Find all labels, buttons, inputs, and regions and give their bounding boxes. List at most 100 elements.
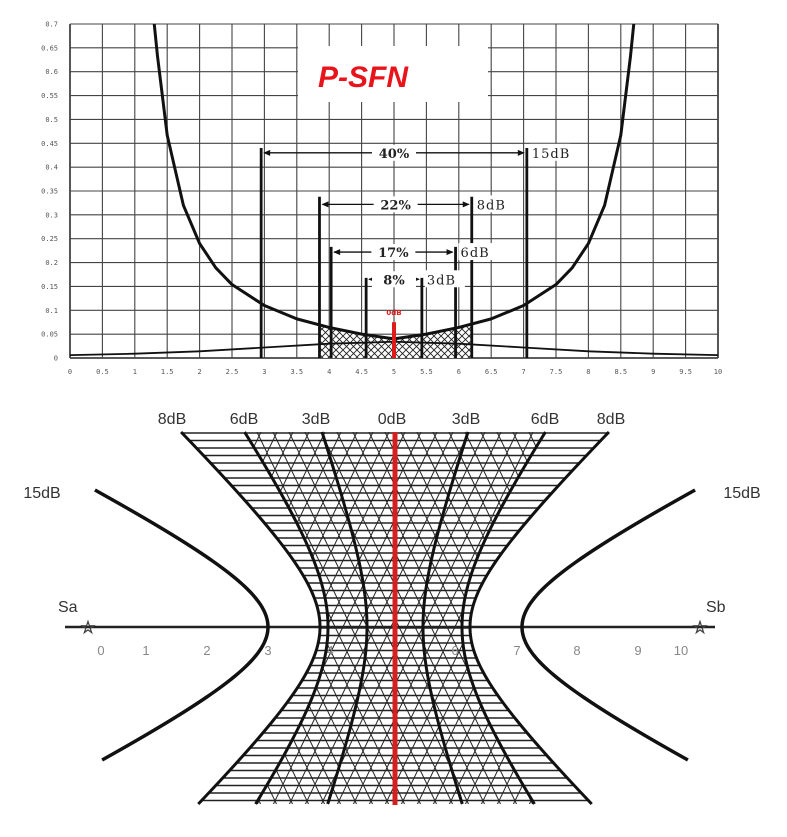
x-tick-label: 3.5 xyxy=(290,368,303,376)
contour-label: 8dB xyxy=(597,411,625,428)
hatch-diagonal xyxy=(480,432,546,804)
label-background xyxy=(371,244,416,261)
hatch-diagonal xyxy=(641,432,787,805)
coverage-percent: 40% xyxy=(379,147,410,162)
y-tick-label: 0 xyxy=(54,355,58,363)
label-background xyxy=(372,144,416,161)
level-label: 3dB xyxy=(427,273,456,288)
hatch-diagonal xyxy=(244,432,326,804)
y-tick-label: 0.35 xyxy=(41,188,58,196)
contour-3db xyxy=(421,431,470,805)
x-tick-label: 9 xyxy=(651,368,655,376)
axis-tick-label: 7 xyxy=(513,643,520,658)
x-tick-label: 7 xyxy=(521,368,525,376)
hatch-diagonal xyxy=(641,432,787,805)
coverage-percent: 22% xyxy=(380,198,411,213)
y-tick-label: 0.5 xyxy=(45,116,58,124)
y-tick-label: 0.45 xyxy=(41,140,58,148)
x-tick-label: 2 xyxy=(197,368,201,376)
coverage-diagram: 0 1 2 3 4 6 7 8 9 10 8dB 6dB 3dB 0dB 3dB 6dB 8dB 15dB 15dB… xyxy=(0,411,787,806)
axis-tick-label: 2 xyxy=(203,643,210,658)
axis-tick-label: 8 xyxy=(573,643,580,658)
x-tick-label: 3 xyxy=(262,368,266,376)
hatch-diagonal xyxy=(0,432,133,805)
y-tick-label: 0.05 xyxy=(41,331,58,339)
transmitter-star-icon: ☆ xyxy=(692,618,707,638)
level-label: 6dB xyxy=(461,246,490,261)
transmitter-star-icon: ☆ xyxy=(80,618,95,638)
x-tick-label: 6.5 xyxy=(485,368,498,376)
axis-tick-label: 4 xyxy=(326,643,333,658)
coverage-markers: 40% 15dB 22% 8dB 17% 6dB 8% 3dB 0dB xyxy=(259,143,570,358)
contour-label: 8dB xyxy=(158,411,186,428)
contour-label: 6dB xyxy=(230,411,258,428)
y-tick-label: 0.25 xyxy=(41,235,58,243)
title-box: P-SFN xyxy=(298,46,488,102)
x-tick-label: 9.5 xyxy=(679,368,692,376)
x-tick-label: 4 xyxy=(327,368,331,376)
x-tick-label: 10 xyxy=(714,368,722,376)
axis-tick-label: 3 xyxy=(264,643,271,658)
hatch-diagonal xyxy=(464,432,546,804)
axis-tick-labels: 0 0.5 1 1.5 2 2.5 3 3.5 4 4.5 5 5.5 6 6.5 7 7.5 8 8.5 9 9.5… xyxy=(41,21,722,377)
y-tick-label: 0.15 xyxy=(41,283,58,291)
y-tick-label: 0.1 xyxy=(45,307,58,315)
hatch-diagonal xyxy=(657,432,787,805)
center-0db-label: 0dB xyxy=(386,309,401,317)
hatch-diagonal xyxy=(336,432,518,804)
arrowhead-left xyxy=(333,249,341,256)
hatch-diagonal xyxy=(352,432,534,804)
arrowhead-left xyxy=(263,149,271,156)
x-tick-label: 8.5 xyxy=(614,368,627,376)
contour-6db xyxy=(243,431,330,805)
contour-label: 0dB xyxy=(378,411,406,428)
contour-label: 6dB xyxy=(531,411,559,428)
hatch-diagonal xyxy=(657,432,787,805)
contour-6db xyxy=(460,431,547,805)
hatch-diagonal xyxy=(288,432,470,804)
arrowhead-right xyxy=(446,249,454,256)
x-tick-label: 0 xyxy=(68,368,72,376)
hatch-diagonal xyxy=(244,432,326,804)
axis-tick-label: 1 xyxy=(142,643,149,658)
x-tick-label: 6 xyxy=(457,368,461,376)
coverage-percent: 17% xyxy=(378,246,409,261)
hatch-diagonal xyxy=(464,432,546,804)
hatch-diagonal xyxy=(49,432,229,805)
hatch-diagonal xyxy=(49,432,229,805)
hatch-diagonal xyxy=(0,432,133,805)
axis-tick-label: 0 xyxy=(97,643,104,658)
label-background xyxy=(372,271,416,288)
chart-title: P-SFN xyxy=(318,61,409,94)
contour-label-15db-right: 15dB xyxy=(723,485,760,502)
hatch-diagonal xyxy=(561,432,741,805)
contour-8db xyxy=(179,430,322,806)
y-tick-label: 0.55 xyxy=(41,92,58,100)
label-background xyxy=(529,143,570,161)
transmitter-label-sa: Sa xyxy=(58,599,78,616)
x-tick-label: 2.5 xyxy=(226,368,239,376)
x-tick-label: 0.5 xyxy=(96,368,109,376)
y-tick-label: 0.6 xyxy=(45,68,58,76)
x-tick-label: 1 xyxy=(133,368,137,376)
y-tick-label: 0.65 xyxy=(41,44,58,52)
x-tick-label: 1.5 xyxy=(161,368,174,376)
arrowhead-left xyxy=(321,201,329,208)
label-background xyxy=(424,270,465,288)
contour-15db xyxy=(520,488,696,762)
arrowhead-right xyxy=(517,149,525,156)
x-tick-label: 4.5 xyxy=(355,368,368,376)
level-label: 8dB xyxy=(477,198,506,213)
label-background xyxy=(458,243,499,261)
hatch-diagonal xyxy=(561,432,741,805)
y-tick-label: 0.4 xyxy=(45,164,58,172)
axis-tick-label: 6 xyxy=(451,643,458,658)
contour-label: 3dB xyxy=(302,411,330,428)
contour-8db xyxy=(468,430,611,806)
x-tick-label: 7.5 xyxy=(550,368,563,376)
label-background xyxy=(474,195,515,213)
contour-3db xyxy=(320,431,369,805)
x-tick-label: 5.5 xyxy=(420,368,433,376)
y-tick-label: 0.3 xyxy=(45,211,58,219)
